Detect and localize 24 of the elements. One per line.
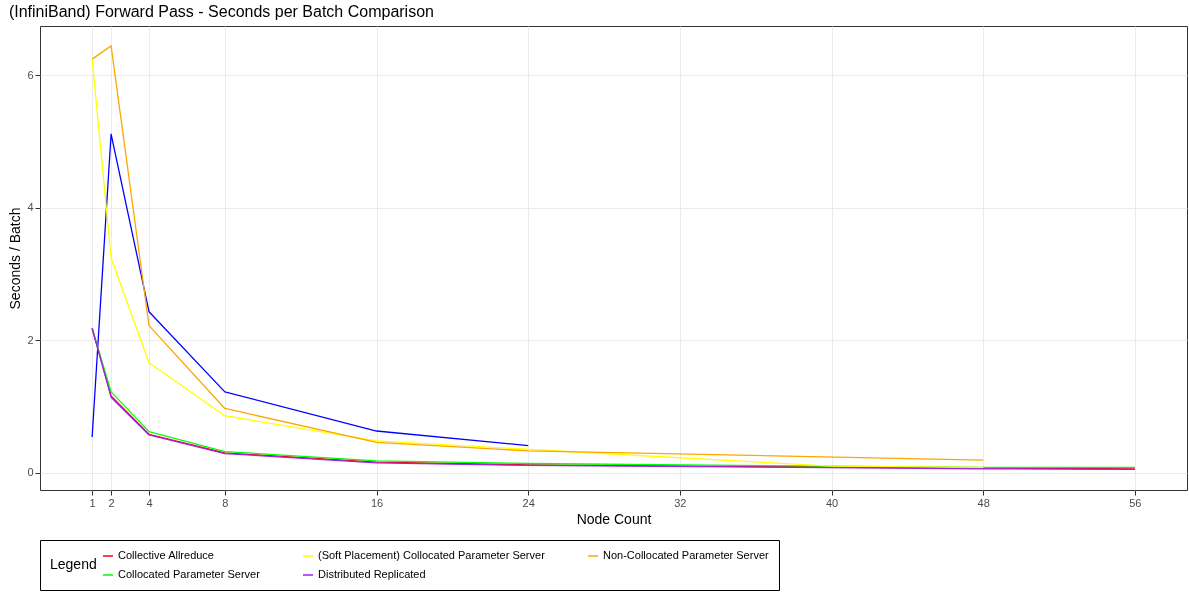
x-tick-label: 16	[370, 496, 384, 509]
x-axis-title: Node Count	[576, 510, 652, 527]
y-tick-label: 0	[27, 466, 34, 479]
x-tick-label: 40	[825, 496, 839, 509]
x-tick-label: 8	[222, 496, 229, 509]
legend-label: Non-Collocated Parameter Server	[603, 549, 770, 561]
x-tick-label: 56	[1129, 496, 1142, 509]
legend-label: Collocated Parameter Server	[118, 568, 261, 580]
legend-label: (Soft Placement) Collocated Parameter Server	[318, 549, 546, 561]
legend-label: Collective Allreduce	[118, 549, 214, 561]
y-tick-label: 2	[27, 333, 34, 346]
x-tick-label: 48	[977, 496, 990, 509]
y-tick-label: 6	[27, 68, 34, 81]
y-tick-label: 4	[27, 201, 34, 214]
x-tick-label: 2	[108, 496, 115, 509]
x-tick-label: 32	[674, 496, 687, 509]
x-tick-label: 24	[522, 496, 535, 509]
legend-title: Legend	[50, 556, 97, 572]
legend-label: Distributed Replicated	[318, 568, 426, 580]
x-tick-label: 4	[146, 496, 153, 509]
y-axis-title: Seconds / Batch	[7, 207, 24, 310]
x-tick-label: 1	[89, 496, 96, 509]
chart-title: (InfiniBand) Forward Pass - Seconds per Batch Comparison	[8, 3, 434, 20]
line-series	[91, 133, 529, 447]
